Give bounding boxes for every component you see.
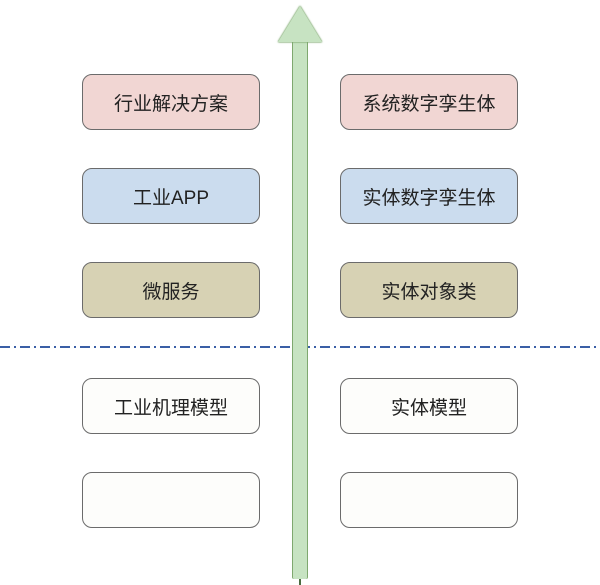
box-right-row-3: 实体模型 [340,378,518,434]
box-label: 实体数字孪生体 [362,183,495,210]
vertical-arrow-shaft [292,40,308,579]
box-right-row-0: 系统数字孪生体 [340,74,518,130]
box-left-row-3: 工业机理模型 [82,378,260,434]
box-label: 行业解决方案 [114,89,228,116]
box-label: 实体模型 [391,393,467,420]
box-left-row-4 [82,472,260,528]
box-right-row-2: 实体对象类 [340,262,518,318]
diagram-canvas: 行业解决方案 系统数字孪生体工业APP 实体数字孪生体微服务 实体对象类工业机理模型 实… [0,0,600,585]
box-right-row-4 [340,472,518,528]
box-left-row-2: 微服务 [82,262,260,318]
vertical-arrow-head [278,6,322,42]
box-left-row-0: 行业解决方案 [82,74,260,130]
box-label: 实体对象类 [381,277,476,304]
box-label: 工业机理模型 [114,393,228,420]
box-right-row-1: 实体数字孪生体 [340,168,518,224]
box-label: 系统数字孪生体 [362,89,495,116]
vertical-arrow-dash-extension [299,579,301,585]
box-left-row-1: 工业APP [82,168,260,224]
box-label: 工业APP [133,183,209,210]
box-label: 微服务 [142,277,199,304]
